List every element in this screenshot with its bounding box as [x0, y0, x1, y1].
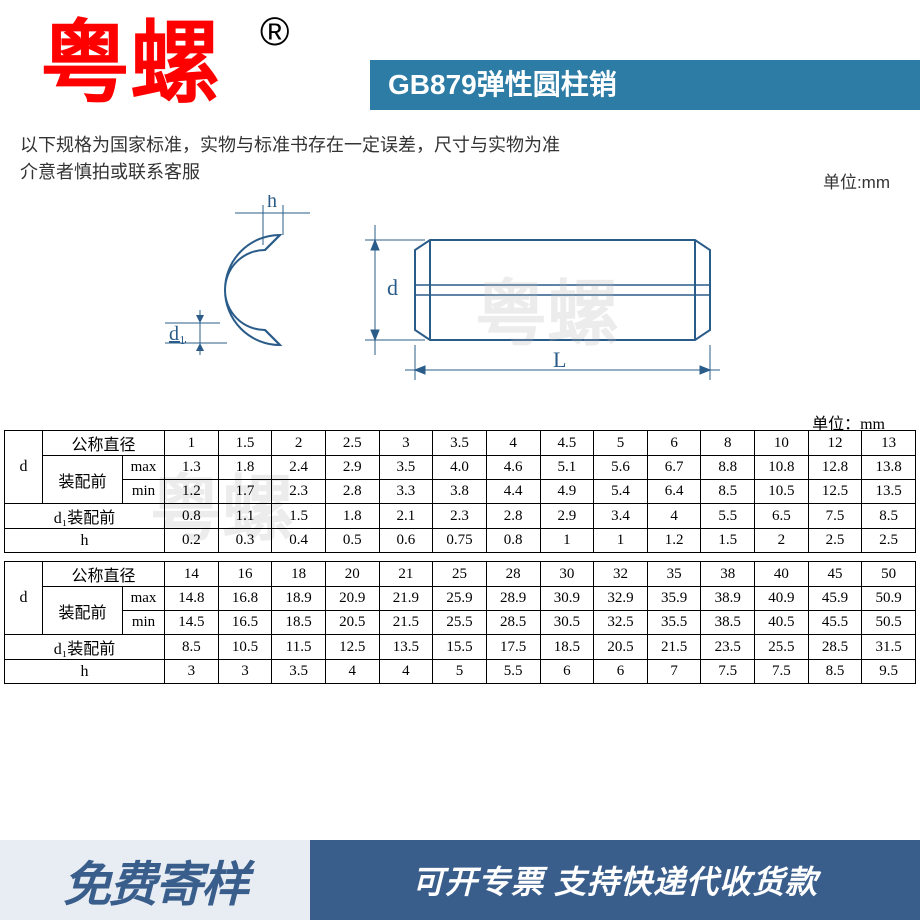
table-row: 装配前 max 1.31.82.42.93.54.04.65.15.66.78.…	[5, 456, 916, 480]
table-row: d 公称直径 11.522.533.544.5568101213	[5, 431, 916, 456]
desc-line-2: 介意者慎拍或联系客服	[20, 159, 560, 186]
page-title-bar: GB879弹性圆柱销	[370, 60, 920, 110]
diagram-label-h: h	[267, 195, 277, 212]
cell-min-label: min	[123, 611, 165, 635]
cell-d-label: d	[5, 431, 43, 504]
spec-tables: d 公称直径 11.522.533.544.5568101213 装配前 max…	[4, 430, 916, 684]
desc-line-1: 以下规格为国家标准，实物与标准书存在一定误差，尺寸与实物为准	[20, 132, 560, 159]
cell-max-label: max	[123, 587, 165, 611]
cell-nominal-label: 公称直径	[43, 431, 165, 456]
cell-d1-label: d₁装配前	[5, 504, 165, 529]
table-row: h 333.54455.56677.57.58.59.5	[5, 660, 916, 684]
diagram-label-d1: d₁	[169, 323, 186, 345]
table-row: min 14.516.518.520.521.525.528.530.532.5…	[5, 611, 916, 635]
banner-left: 免费寄样	[0, 840, 310, 920]
table-row: min 1.21.72.32.83.33.84.44.95.46.48.510.…	[5, 480, 916, 504]
bottom-banner: 免费寄样 可开专票 支持快递代收货款	[0, 840, 920, 920]
spring-pin-diagram: h d₁ d L	[165, 195, 745, 390]
diagram-label-d: d	[387, 275, 398, 300]
table-row: d₁装配前 8.510.511.512.513.515.517.518.520.…	[5, 635, 916, 660]
spec-table-1: d 公称直径 11.522.533.544.5568101213 装配前 max…	[4, 430, 916, 553]
table-row: d₁装配前 0.81.11.51.82.12.32.82.93.445.56.5…	[5, 504, 916, 529]
cell-min-label: min	[123, 480, 165, 504]
banner-left-text: 免费寄样	[63, 845, 247, 915]
cell-h-label: h	[5, 529, 165, 553]
table-row: h 0.20.30.40.50.60.750.8111.21.522.52.5	[5, 529, 916, 553]
description-text: 以下规格为国家标准，实物与标准书存在一定误差，尺寸与实物为准 介意者慎拍或联系客…	[20, 132, 560, 186]
unit-label-top: 单位:mm	[823, 168, 890, 193]
brand-logo: 粤螺	[40, 20, 220, 110]
cell-preassembly-label: 装配前	[43, 456, 123, 504]
spec-table-2: d 公称直径 1416182021252830323538404550 装配前 …	[4, 561, 916, 684]
cell-d1-label: d₁装配前	[5, 635, 165, 660]
cell-h-label: h	[5, 660, 165, 684]
banner-right: 可开专票 支持快递代收货款	[310, 840, 920, 920]
cell-preassembly-label: 装配前	[43, 587, 123, 635]
banner-right-text: 可开专票 支持快递代收货款	[412, 857, 818, 903]
cell-d-label: d	[5, 562, 43, 635]
cell-nominal-label: 公称直径	[43, 562, 165, 587]
cell-max-label: max	[123, 456, 165, 480]
diagram-label-L: L	[553, 347, 566, 372]
table-row: 装配前 max 14.816.818.920.921.925.928.930.9…	[5, 587, 916, 611]
registered-mark: ®	[260, 10, 289, 55]
table-row: d 公称直径 1416182021252830323538404550	[5, 562, 916, 587]
